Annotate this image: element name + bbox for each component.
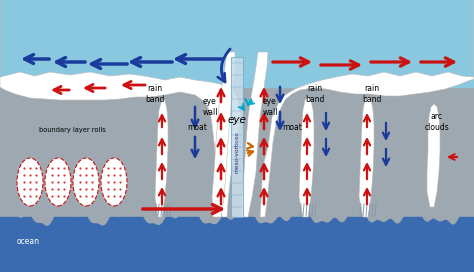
Text: rain
band: rain band	[146, 84, 164, 104]
Polygon shape	[427, 104, 440, 207]
Polygon shape	[260, 0, 474, 217]
Polygon shape	[0, 0, 474, 225]
Bar	[0, 217, 474, 272]
Text: boundary layer rolls: boundary layer rolls	[38, 127, 105, 133]
Polygon shape	[0, 0, 240, 217]
Ellipse shape	[17, 158, 43, 206]
Bar	[0, 72, 474, 272]
Text: moat: moat	[187, 122, 207, 131]
Ellipse shape	[101, 158, 127, 206]
Text: eye
wall: eye wall	[262, 97, 278, 117]
Text: moat: moat	[282, 122, 302, 131]
Text: ocean: ocean	[17, 237, 39, 246]
Text: rain
band: rain band	[362, 84, 382, 104]
Bar	[0, 0, 474, 87]
Text: eye
wall: eye wall	[202, 97, 218, 117]
Text: eye: eye	[228, 115, 246, 125]
Polygon shape	[299, 97, 314, 217]
Polygon shape	[155, 100, 168, 217]
Text: arc
clouds: arc clouds	[425, 112, 449, 132]
Polygon shape	[212, 52, 235, 217]
Text: meso-vortices: meso-vortices	[235, 131, 239, 173]
Ellipse shape	[45, 158, 71, 206]
Text: rain
band: rain band	[305, 84, 325, 104]
Polygon shape	[241, 52, 268, 217]
Polygon shape	[359, 97, 374, 217]
Ellipse shape	[73, 158, 99, 206]
Bar	[231, 57, 243, 217]
